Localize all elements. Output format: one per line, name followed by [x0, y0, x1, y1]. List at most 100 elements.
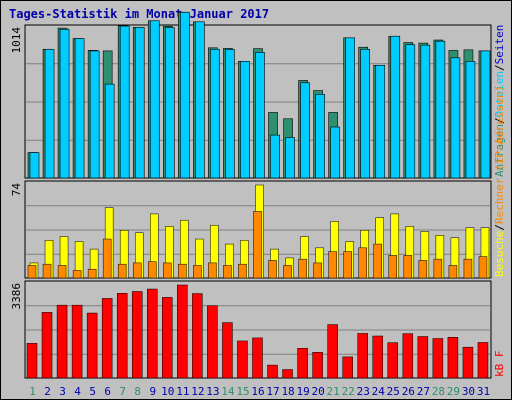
bar-rechner [223, 265, 232, 279]
bar-kbytes [101, 298, 113, 379]
bar-kbytes [297, 348, 308, 379]
day-label: 15 [236, 385, 249, 398]
legend-kbytes: kB F [493, 351, 506, 378]
bar-dateien [210, 48, 220, 179]
day-label: 19 [296, 385, 309, 398]
bar-rechner [463, 258, 473, 279]
bar-dateien [480, 50, 491, 179]
bar-rechner [403, 255, 413, 279]
bar-rechner [102, 238, 112, 279]
bar-kbytes [432, 338, 444, 379]
day-label: 24 [372, 385, 386, 398]
bar-dateien [345, 37, 355, 179]
bar-kbytes [86, 312, 98, 379]
bar-dateien [270, 134, 280, 179]
bar-dateien [134, 27, 145, 179]
day-label: 13 [206, 385, 219, 398]
bar-rechner [373, 243, 382, 279]
day-label: 6 [104, 385, 111, 398]
legend-visits-sites: Besuche/Rechner (IP-Adressen) [493, 85, 506, 277]
bar-rechner [42, 263, 52, 279]
bar-dateien [420, 44, 431, 179]
bar-kbytes [447, 337, 459, 379]
y-axis-max-label: 3386 [10, 283, 23, 310]
bar-dateien [330, 126, 340, 179]
bar-rechner [298, 258, 307, 279]
bar-rechner [87, 268, 97, 279]
bar-kbytes [237, 340, 248, 379]
bar-kbytes [462, 346, 474, 379]
bar-kbytes [402, 333, 414, 379]
day-label: 10 [161, 385, 174, 398]
bar-dateien [225, 49, 235, 179]
bar-dateien [164, 27, 175, 179]
bar-dateien [405, 44, 416, 179]
day-label: 29 [447, 385, 460, 398]
bar-dateien [195, 21, 205, 179]
bar-dateien [74, 38, 85, 179]
day-label: 18 [281, 385, 294, 398]
bar-dateien [119, 25, 130, 179]
bar-dateien [300, 82, 310, 179]
bar-dateien [315, 94, 325, 179]
bar-dateien [240, 61, 250, 179]
bar-rechner [418, 260, 428, 279]
day-label: 11 [176, 385, 189, 398]
bar-kbytes [327, 324, 338, 379]
bar-dateien [360, 48, 371, 179]
bar-dateien [435, 40, 446, 179]
day-label: 27 [417, 385, 430, 398]
bar-rechner [253, 211, 262, 279]
bar-rechner [27, 265, 37, 279]
bar-dateien [465, 61, 476, 179]
day-label: 3 [59, 385, 66, 398]
bar-dateien [89, 50, 100, 179]
bar-dateien [285, 137, 295, 179]
bar-kbytes [116, 293, 128, 379]
day-label: 25 [387, 385, 400, 398]
bar-kbytes [387, 342, 399, 379]
day-label: 14 [221, 385, 235, 398]
bar-rechner [208, 262, 217, 279]
bar-kbytes [267, 364, 278, 379]
bar-rechner [358, 247, 367, 279]
day-label: 16 [251, 385, 264, 398]
bar-kbytes [162, 297, 173, 379]
bar-kbytes [41, 312, 53, 379]
day-label: 22 [342, 385, 355, 398]
bar-dateien [450, 57, 461, 179]
bar-kbytes [147, 288, 158, 379]
bar-rechner [238, 263, 247, 279]
bar-kbytes [192, 293, 203, 379]
bar-rechner [433, 258, 443, 279]
day-label: 20 [312, 385, 325, 398]
y-axis-max-label: 1014 [10, 27, 23, 54]
bar-rechner [268, 260, 277, 279]
bar-kbytes [357, 333, 368, 379]
bar-kbytes [282, 369, 293, 379]
bar-rechner [72, 270, 82, 279]
bar-dateien [149, 20, 160, 179]
bar-rechner [283, 265, 292, 279]
bar-rechner [343, 251, 352, 279]
bar-rechner [388, 255, 398, 279]
bar-rechner [57, 265, 67, 279]
bar-rechner [478, 256, 488, 279]
bar-dateien [44, 48, 55, 179]
bar-kbytes [372, 335, 383, 379]
bar-dateien [104, 83, 115, 179]
bar-rechner [163, 262, 172, 279]
bar-rechner [328, 251, 337, 279]
bar-kbytes [207, 305, 218, 379]
bar-rechner [117, 263, 127, 279]
day-label: 2 [44, 385, 51, 398]
day-label: 4 [74, 385, 81, 398]
bar-kbytes [26, 343, 38, 379]
bar-rechner [193, 265, 202, 279]
day-label: 9 [149, 385, 156, 398]
day-label: 30 [462, 385, 475, 398]
bar-kbytes [477, 342, 489, 379]
day-label: 12 [191, 385, 204, 398]
day-label: 28 [432, 385, 445, 398]
